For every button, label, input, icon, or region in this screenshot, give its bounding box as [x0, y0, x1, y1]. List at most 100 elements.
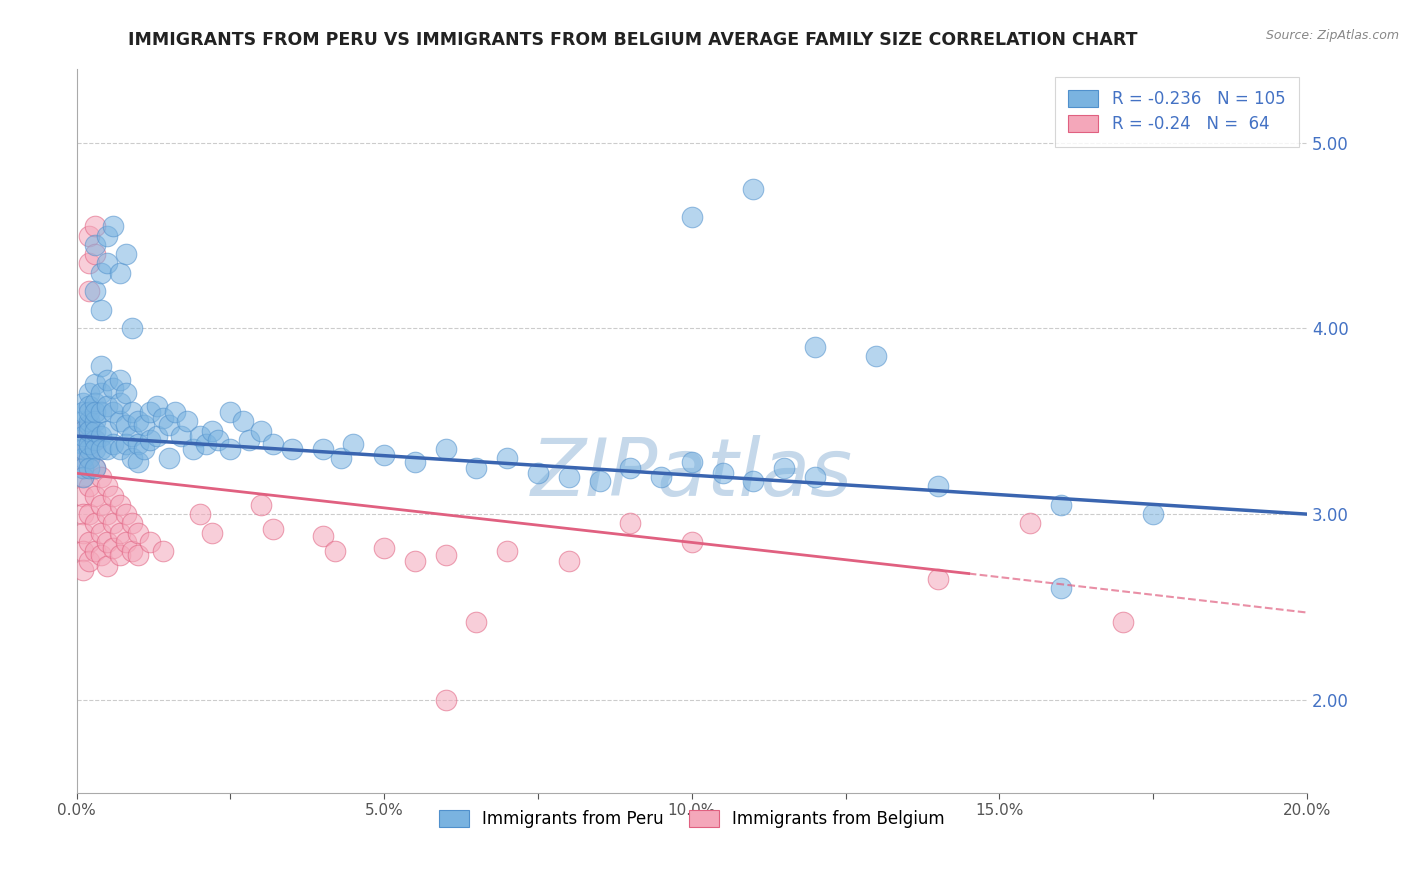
- Point: [77, 228, 100, 243]
- Point: [163, 405, 186, 419]
- Point: [134, 442, 156, 457]
- Point: [84, 460, 107, 475]
- Point: [77, 386, 100, 401]
- Point: [152, 410, 174, 425]
- Point: [588, 474, 610, 488]
- Point: [927, 479, 949, 493]
- Point: [84, 405, 107, 419]
- Point: [127, 414, 149, 428]
- Point: [183, 442, 205, 457]
- Point: [114, 417, 136, 432]
- Point: [108, 498, 131, 512]
- Point: [77, 553, 100, 567]
- Point: [127, 548, 149, 562]
- Point: [77, 507, 100, 521]
- Point: [250, 424, 273, 438]
- Point: [219, 442, 242, 457]
- Point: [77, 451, 100, 466]
- Point: [77, 405, 100, 419]
- Point: [558, 553, 581, 567]
- Point: [114, 507, 136, 521]
- Point: [96, 256, 118, 270]
- Point: [84, 377, 107, 392]
- Point: [262, 522, 284, 536]
- Point: [77, 535, 100, 549]
- Point: [465, 460, 488, 475]
- Point: [90, 359, 112, 373]
- Point: [72, 460, 94, 475]
- Point: [650, 470, 672, 484]
- Point: [72, 442, 94, 457]
- Point: [527, 467, 550, 481]
- Point: [84, 516, 107, 531]
- Point: [742, 182, 765, 196]
- Point: [90, 498, 112, 512]
- Point: [201, 424, 224, 438]
- Point: [342, 436, 364, 450]
- Point: [496, 544, 519, 558]
- Point: [84, 395, 107, 409]
- Point: [72, 489, 94, 503]
- Point: [434, 548, 457, 562]
- Point: [121, 451, 143, 466]
- Point: [77, 424, 100, 438]
- Point: [311, 442, 333, 457]
- Point: [90, 548, 112, 562]
- Point: [77, 417, 100, 432]
- Point: [72, 405, 94, 419]
- Point: [145, 429, 167, 443]
- Point: [96, 400, 118, 414]
- Point: [681, 210, 703, 224]
- Point: [103, 436, 125, 450]
- Point: [1111, 615, 1133, 629]
- Point: [434, 693, 457, 707]
- Point: [72, 507, 94, 521]
- Point: [84, 414, 107, 428]
- Point: [96, 374, 118, 388]
- Point: [145, 400, 167, 414]
- Point: [72, 470, 94, 484]
- Text: IMMIGRANTS FROM PERU VS IMMIGRANTS FROM BELGIUM AVERAGE FAMILY SIZE CORRELATION : IMMIGRANTS FROM PERU VS IMMIGRANTS FROM …: [128, 31, 1137, 49]
- Point: [134, 417, 156, 432]
- Point: [96, 559, 118, 574]
- Point: [77, 442, 100, 457]
- Point: [804, 340, 827, 354]
- Point: [219, 405, 242, 419]
- Point: [72, 460, 94, 475]
- Point: [404, 553, 426, 567]
- Point: [77, 424, 100, 438]
- Point: [77, 451, 100, 466]
- Point: [139, 405, 162, 419]
- Point: [619, 516, 641, 531]
- Point: [90, 429, 112, 443]
- Point: [262, 436, 284, 450]
- Point: [188, 429, 211, 443]
- Point: [114, 436, 136, 450]
- Point: [72, 544, 94, 558]
- Point: [194, 436, 217, 450]
- Point: [281, 442, 304, 457]
- Point: [72, 470, 94, 484]
- Point: [804, 470, 827, 484]
- Point: [84, 442, 107, 457]
- Point: [1050, 498, 1073, 512]
- Point: [121, 321, 143, 335]
- Point: [404, 455, 426, 469]
- Point: [96, 479, 118, 493]
- Legend: Immigrants from Peru, Immigrants from Belgium: Immigrants from Peru, Immigrants from Be…: [432, 804, 952, 835]
- Point: [96, 424, 118, 438]
- Point: [323, 544, 346, 558]
- Point: [188, 507, 211, 521]
- Point: [103, 541, 125, 555]
- Point: [90, 386, 112, 401]
- Point: [96, 507, 118, 521]
- Point: [1142, 507, 1164, 521]
- Point: [84, 433, 107, 447]
- Point: [1050, 582, 1073, 596]
- Point: [77, 479, 100, 493]
- Point: [139, 535, 162, 549]
- Point: [114, 535, 136, 549]
- Point: [103, 219, 125, 234]
- Point: [77, 460, 100, 475]
- Point: [207, 433, 229, 447]
